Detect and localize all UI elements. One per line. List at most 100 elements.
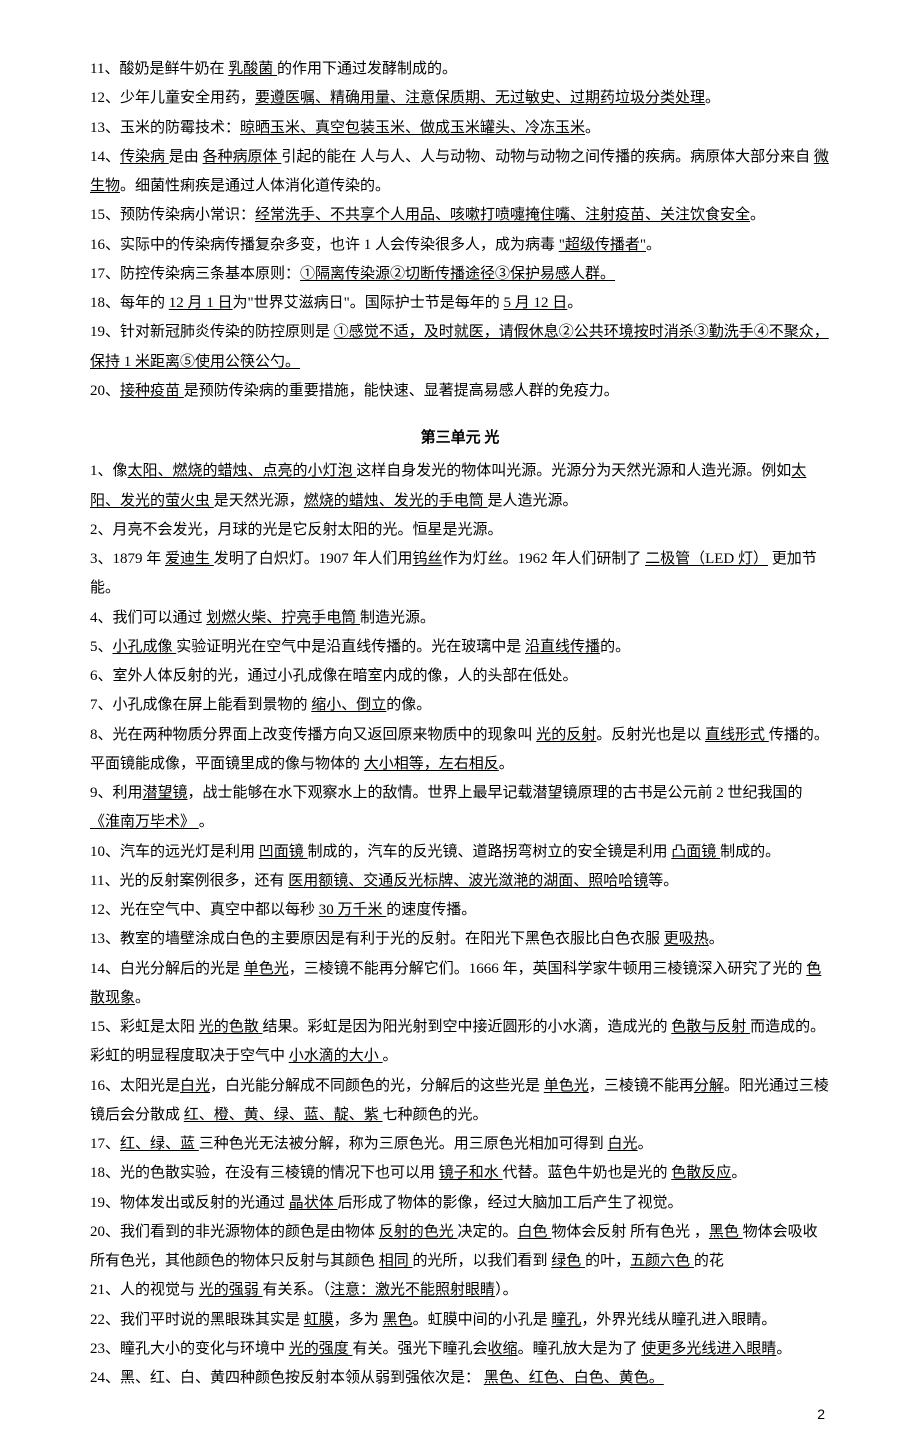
- plain-text: 、我们平时说的黑眼珠其实是: [105, 1312, 304, 1328]
- plain-text: 、瞳孔大小的变化与环境中: [105, 1341, 289, 1357]
- plain-text: 。: [199, 814, 214, 830]
- item-number: 6: [90, 668, 98, 684]
- plain-text: 的花: [694, 1253, 724, 1269]
- underlined-text: 凸面镜: [671, 844, 720, 860]
- plain-text: 。: [383, 1048, 398, 1064]
- plain-text: 、少年儿童安全用药，: [105, 90, 255, 106]
- plain-text: 、每年的: [105, 295, 169, 311]
- underlined-text: 凹面镜: [259, 844, 308, 860]
- plain-text: 有关。强光下瞳孔会: [353, 1341, 488, 1357]
- underlined-text: 沿直线传播: [525, 639, 600, 655]
- plain-text: 、月亮不会发光，月球的光是它反射太阳的光。恒星是光源。: [98, 522, 503, 538]
- page-number: 2: [817, 1401, 825, 1428]
- plain-text: 结果。彩虹是因为阳光射到空中接近圆形的小水滴，造成光的: [263, 1019, 672, 1035]
- item-number: 17: [90, 266, 105, 282]
- top-item-1: 11、酸奶是鲜牛奶在 乳酸菌 的作用下通过发酵制成的。: [90, 55, 830, 84]
- item-number: 16: [90, 1078, 105, 1094]
- plain-text: 、教室的墙壁涂成白色的主要原因是有利于光的反射。在阳光下黑色衣服比白色衣服: [105, 931, 664, 947]
- plain-text: 、人的视觉与: [105, 1282, 199, 1298]
- underlined-text: 潜望镜: [143, 785, 188, 801]
- underlined-text: 单色光: [544, 1078, 589, 1094]
- plain-text: 。虹膜中间的小孔是: [413, 1312, 552, 1328]
- bottom-item-5: 5、小孔成像 实验证明光在空气中是沿直线传播的。光在玻璃中是 沿直线传播的。: [90, 633, 830, 662]
- plain-text: 决定的。: [458, 1224, 518, 1240]
- plain-text: 等。: [648, 873, 678, 889]
- underlined-text: 注意：激光不能照射眼睛: [330, 1282, 495, 1298]
- underlined-text: 光的强弱: [199, 1282, 263, 1298]
- underlined-text: 划燃火柴、拧亮手电筒: [206, 610, 360, 626]
- plain-text: 有关系。（: [263, 1282, 331, 1298]
- underlined-text: 单色光: [244, 961, 289, 977]
- plain-text: ，多为: [334, 1312, 383, 1328]
- bottom-item-14: 14、白光分解后的光是 单色光，三棱镜不能再分解它们。1666 年，英国科学家牛…: [90, 955, 830, 1014]
- plain-text: 的叶，: [585, 1253, 630, 1269]
- item-number: 18: [90, 295, 105, 311]
- underlined-text: 《淮南万毕术》: [90, 814, 199, 830]
- plain-text: 物体会反射 所有色光 ，: [551, 1224, 709, 1240]
- top-item-8: 18、每年的 12 月 1 日为"世界艾滋病日"。国际护士节是每年的 5 月 1…: [90, 289, 830, 318]
- item-number: 24: [90, 1370, 105, 1386]
- plain-text: 、光的色散实验，在没有三棱镜的情况下也可以用: [105, 1165, 439, 1181]
- plain-text: 、我们看到的非光源物体的颜色是由物体: [105, 1224, 379, 1240]
- bottom-item-2: 2、月亮不会发光，月球的光是它反射太阳的光。恒星是光源。: [90, 516, 830, 545]
- plain-text: 。瞳孔放大是为了: [518, 1341, 642, 1357]
- plain-text: 、实际中的传染病传播复杂多变，也许 1 人会传染很多人，成为病毒: [105, 237, 559, 253]
- plain-text: 七种颜色的光。: [383, 1107, 488, 1123]
- bottom-item-22: 22、我们平时说的黑眼珠其实是 虹膜，多为 黑色。虹膜中间的小孔是 瞳孔，外界光…: [90, 1306, 830, 1335]
- plain-text: 、黑、红、白、黄四种颜色按反射本领从弱到强依次是：: [105, 1370, 484, 1386]
- plain-text: 、彩虹是太阳: [105, 1019, 199, 1035]
- underlined-text: 30 万千米: [319, 902, 387, 918]
- bottom-item-8: 8、光在两种物质分界面上改变传播方向又返回原来物质中的现象叫 光的反射。反射光也…: [90, 721, 830, 780]
- underlined-text: 黑色、红色、白色、黄色。: [484, 1370, 664, 1386]
- top-item-3: 13、玉米的防霉技术：晾晒玉米、真空包装玉米、做成玉米罐头、冷冻玉米。: [90, 114, 830, 143]
- top-item-10: 20、接种疫苗 是预防传染病的重要措施，能快速、显著提高易感人群的免疫力。: [90, 377, 830, 406]
- item-number: 7: [90, 697, 98, 713]
- underlined-text: 色散与反射: [671, 1019, 750, 1035]
- plain-text: 。: [750, 207, 765, 223]
- plain-text: 、物体发出或反射的光通过: [105, 1195, 289, 1211]
- bottom-item-20: 20、我们看到的非光源物体的颜色是由物体 反射的色光 决定的。白色 物体会反射 …: [90, 1218, 830, 1277]
- bottom-item-23: 23、瞳孔大小的变化与环境中 光的强度 有关。强光下瞳孔会收缩。瞳孔放大是为了 …: [90, 1335, 830, 1364]
- plain-text: 三种色光无法被分解，称为三原色光。用三原色光相加可得到: [199, 1136, 608, 1152]
- plain-text: 、小孔成像在屏上能看到景物的: [98, 697, 312, 713]
- bottom-item-10: 10、汽车的远光灯是利用 凹面镜 制成的，汽车的反光镜、道路拐弯树立的安全镜是利…: [90, 838, 830, 867]
- item-number: 20: [90, 383, 105, 399]
- bottom-item-24: 24、黑、红、白、黄四种颜色按反射本领从弱到强依次是： 黑色、红色、白色、黄色。: [90, 1364, 830, 1393]
- underlined-text: 晾晒玉米、真空包装玉米、做成玉米罐头、冷冻玉米: [240, 120, 585, 136]
- underlined-text: 经常洗手、不共享个人用品、咳嗽打喷嚏掩住嘴、注射疫苗、关注饮食安全: [255, 207, 750, 223]
- plain-text: 、防控传染病三条基本原则：: [105, 266, 300, 282]
- underlined-text: 燃烧的蜡烛、发光的手电筒: [304, 493, 488, 509]
- plain-text: 、像: [98, 463, 128, 479]
- underlined-text: ①隔离传染源②切断传播途径③保护易感人群。: [300, 266, 615, 282]
- plain-text: 代替。蓝色牛奶也是光的: [503, 1165, 672, 1181]
- underlined-text: 传染病: [120, 149, 169, 165]
- plain-text: 为"世界艾滋病日"。国际护士节是每年的: [233, 295, 504, 311]
- item-number: 18: [90, 1165, 105, 1181]
- bottom-item-21: 21、人的视觉与 光的强弱 有关系。（注意：激光不能照射眼睛）。: [90, 1276, 830, 1305]
- underlined-text: 二极管（LED 灯）: [645, 551, 768, 567]
- underlined-text: 各种病原体: [203, 149, 282, 165]
- plain-text: 后形成了物体的影像，经过大脑加工后产生了视觉。: [338, 1195, 683, 1211]
- item-number: 11: [90, 873, 104, 889]
- top-item-7: 17、防控传染病三条基本原则：①隔离传染源②切断传播途径③保护易感人群。: [90, 260, 830, 289]
- item-number: 15: [90, 1019, 105, 1035]
- item-number: 19: [90, 324, 105, 340]
- plain-text: ，外界光线从瞳孔进入眼睛。: [581, 1312, 776, 1328]
- underlined-text: 光的强度: [289, 1341, 353, 1357]
- plain-text: 、1879 年: [98, 551, 166, 567]
- plain-text: 、光在空气中、真空中都以每秒: [105, 902, 319, 918]
- plain-text: 、利用: [98, 785, 143, 801]
- plain-text: 。: [585, 120, 600, 136]
- plain-text: ，三棱镜不能再: [589, 1078, 694, 1094]
- plain-text: 。: [731, 1165, 746, 1181]
- bottom-item-6: 6、室外人体反射的光，通过小孔成像在暗室内成的像，人的头部在低处。: [90, 662, 830, 691]
- underlined-text: 12 月 1 日: [169, 295, 233, 311]
- underlined-text: 瞳孔: [551, 1312, 581, 1328]
- underlined-text: 直线形式: [705, 727, 769, 743]
- underlined-text: 黑色: [383, 1312, 413, 1328]
- underlined-text: 太阳、燃烧的蜡烛、点亮的小灯泡: [128, 463, 357, 479]
- bottom-item-9: 9、利用潜望镜，战士能够在水下观察水上的敌情。世界上最早记载潜望镜原理的古书是公…: [90, 779, 830, 838]
- plain-text: 、: [105, 383, 120, 399]
- plain-text: 的像。: [386, 697, 431, 713]
- bottom-item-16: 16、太阳光是白光，白光能分解成不同颜色的光，分解后的这些光是 单色光，三棱镜不…: [90, 1072, 830, 1131]
